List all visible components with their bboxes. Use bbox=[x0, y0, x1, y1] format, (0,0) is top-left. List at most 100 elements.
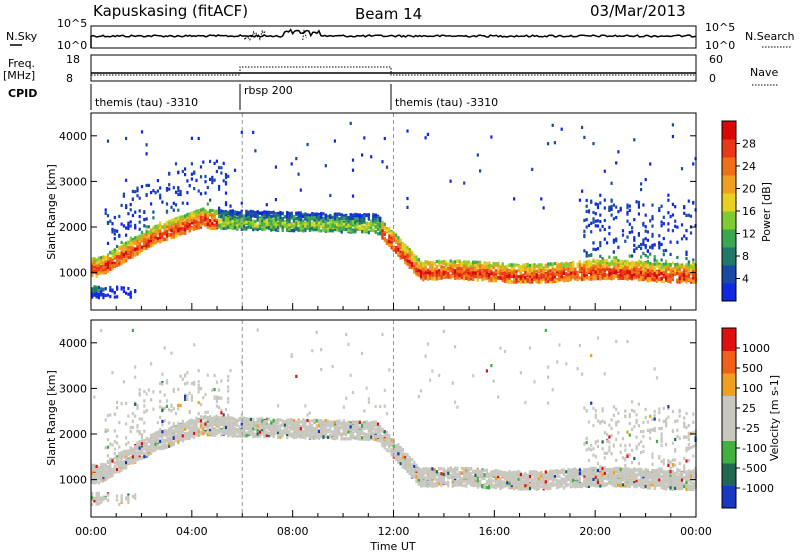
heatmap-cell bbox=[204, 180, 206, 183]
heatmap-cell bbox=[443, 271, 445, 274]
heatmap-cell bbox=[597, 247, 599, 250]
heatmap-cell bbox=[536, 273, 538, 276]
heatmap-cell bbox=[146, 239, 148, 242]
heatmap-cell bbox=[456, 264, 458, 267]
heatmap-cell bbox=[96, 481, 98, 484]
heatmap-cell bbox=[429, 262, 431, 265]
heatmap-cell bbox=[592, 271, 594, 274]
heatmap-cell bbox=[200, 175, 202, 178]
heatmap-cell bbox=[599, 241, 601, 244]
heatmap-cell bbox=[631, 254, 633, 257]
heatmap-cell bbox=[146, 244, 148, 247]
heatmap-cell bbox=[461, 270, 463, 273]
heatmap-cell bbox=[488, 279, 490, 282]
heatmap-cell bbox=[459, 274, 461, 277]
heatmap-cell bbox=[384, 137, 386, 140]
heatmap-cell bbox=[463, 275, 465, 278]
heatmap-cell bbox=[685, 272, 687, 275]
heatmap-cell bbox=[524, 263, 526, 266]
heatmap-cell bbox=[633, 250, 635, 253]
colorbar-swatch bbox=[722, 265, 736, 284]
heatmap-cell bbox=[502, 262, 504, 265]
heatmap-cell bbox=[651, 278, 653, 281]
heatmap-cell bbox=[520, 281, 522, 284]
heatmap-cell bbox=[654, 259, 656, 262]
heatmap-cell bbox=[567, 273, 569, 276]
heatmap-cell bbox=[200, 213, 202, 216]
heatmap-cell bbox=[377, 216, 379, 219]
heatmap-cell bbox=[649, 277, 651, 280]
heatmap-cell bbox=[450, 275, 452, 278]
heatmap-cell bbox=[93, 290, 95, 293]
heatmap-cell bbox=[300, 224, 302, 227]
heatmap-cell bbox=[118, 256, 120, 259]
heatmap-cell bbox=[143, 218, 145, 221]
heatmap-cell bbox=[608, 226, 610, 229]
heatmap-cell bbox=[263, 228, 265, 231]
heatmap-cell bbox=[597, 206, 599, 209]
heatmap-cell bbox=[454, 260, 456, 263]
heatmap-cell bbox=[597, 259, 599, 262]
heatmap-cell bbox=[202, 213, 204, 216]
heatmap-cell bbox=[397, 248, 399, 251]
heatmap-cell bbox=[592, 241, 594, 244]
heatmap-cell bbox=[595, 203, 597, 206]
heatmap-cell bbox=[642, 276, 644, 279]
heatmap-cell bbox=[645, 178, 647, 181]
heatmap-cell bbox=[252, 223, 254, 226]
heatmap-cell bbox=[359, 214, 361, 217]
heatmap-cell bbox=[597, 265, 599, 268]
heatmap-cell bbox=[663, 265, 665, 268]
heatmap-cell bbox=[624, 240, 626, 243]
heatmap-cell bbox=[161, 226, 163, 229]
heatmap-cell bbox=[670, 215, 672, 218]
heatmap-cell bbox=[263, 216, 265, 219]
heatmap-cell bbox=[513, 266, 515, 269]
heatmap-cell bbox=[493, 279, 495, 282]
heatmap-cell bbox=[418, 262, 420, 265]
heatmap-cell bbox=[454, 270, 456, 273]
heatmap-cell bbox=[109, 268, 111, 271]
heatmap-cell bbox=[96, 495, 98, 498]
heatmap-cell bbox=[472, 275, 474, 278]
heatmap-cell bbox=[484, 277, 486, 280]
heatmap-cell bbox=[504, 268, 506, 271]
heatmap-cell bbox=[445, 260, 447, 263]
heatmap-cell bbox=[613, 250, 615, 253]
heatmap-cell bbox=[651, 263, 653, 266]
heatmap-cell bbox=[214, 210, 216, 213]
heatmap-cell bbox=[440, 268, 442, 271]
heatmap-cell bbox=[561, 266, 563, 269]
heatmap-cell bbox=[543, 271, 545, 274]
heatmap-cell bbox=[536, 280, 538, 283]
heatmap-cell bbox=[386, 242, 388, 245]
heatmap-cell bbox=[155, 226, 157, 229]
heatmap-cell bbox=[477, 263, 479, 266]
heatmap-cell bbox=[613, 262, 615, 265]
heatmap-cell bbox=[479, 169, 481, 172]
heatmap-cell bbox=[350, 227, 352, 230]
heatmap-cell bbox=[327, 229, 329, 232]
heatmap-cell bbox=[136, 236, 138, 239]
freq-panel: Freq. [MHz] 18 8 60 0 Nave bbox=[3, 53, 778, 85]
heatmap-cell bbox=[263, 225, 265, 228]
heatmap-cell bbox=[345, 223, 347, 226]
heatmap-cell bbox=[207, 186, 209, 189]
heatmap-cell bbox=[654, 268, 656, 271]
heatmap-cell bbox=[125, 255, 127, 258]
heatmap-cell bbox=[590, 273, 592, 276]
heatmap-cell bbox=[688, 278, 690, 281]
heatmap-cell bbox=[672, 135, 674, 138]
heatmap-cell bbox=[320, 212, 322, 215]
heatmap-cell bbox=[316, 220, 318, 223]
heatmap-cell bbox=[366, 229, 368, 232]
heatmap-cell bbox=[177, 209, 179, 212]
heatmap-cell bbox=[257, 211, 259, 214]
nave-tick-top: 60 bbox=[709, 53, 723, 66]
heatmap-cell bbox=[518, 269, 520, 272]
heatmap-cell bbox=[454, 264, 456, 267]
heatmap-cell bbox=[636, 200, 638, 203]
heatmap-cell bbox=[425, 136, 427, 139]
heatmap-cell bbox=[157, 237, 159, 240]
heatmap-cell bbox=[195, 225, 197, 228]
